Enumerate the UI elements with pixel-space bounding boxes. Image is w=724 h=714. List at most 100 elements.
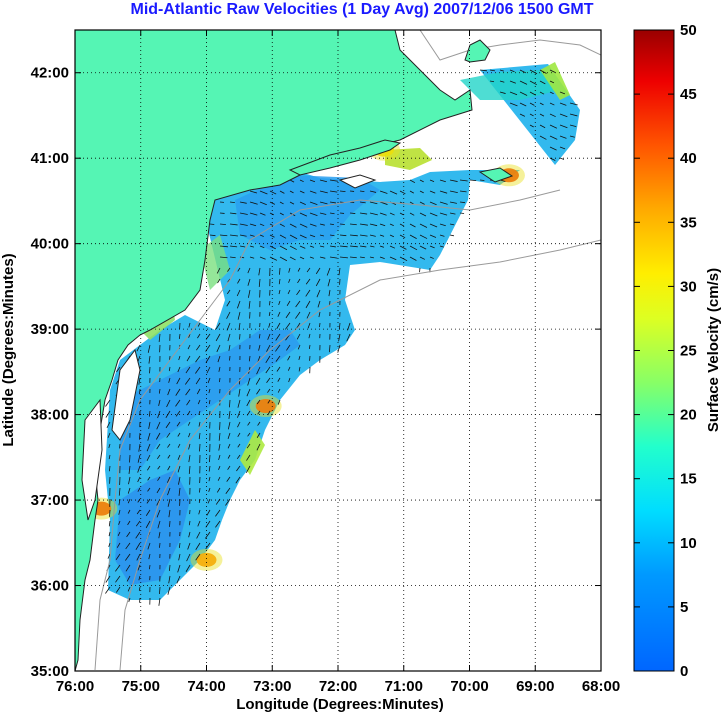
velocity-arrow (249, 256, 255, 259)
velocity-arrow (299, 190, 305, 194)
velocity-arrow (459, 190, 467, 193)
field-region-slow-south (115, 470, 190, 585)
velocity-arrow (245, 465, 251, 474)
hotspot (255, 399, 276, 414)
velocity-arrow (138, 377, 141, 385)
velocity-arrow (115, 575, 121, 583)
velocity-arrow (188, 520, 191, 526)
velocity-arrow (269, 234, 275, 238)
velocity-arrow (277, 399, 281, 405)
velocity-arrow (249, 234, 255, 237)
velocity-arrow (359, 223, 368, 226)
contour-slope (119, 239, 601, 671)
velocity-arrow (227, 267, 231, 272)
velocity-arrow (235, 476, 241, 484)
velocity-arrow (337, 344, 341, 353)
velocity-arrow (339, 223, 345, 225)
velocity-arrow (105, 399, 111, 407)
velocity-arrow (319, 322, 321, 328)
velocity-arrow (419, 212, 427, 217)
velocity-arrow (165, 421, 171, 429)
colorbar-tick-label: 10 (680, 535, 697, 552)
velocity-arrow (167, 454, 171, 459)
velocity-arrow (276, 366, 281, 372)
velocity-arrow (529, 80, 537, 86)
velocity-arrow (137, 498, 141, 503)
velocity-arrow (135, 520, 141, 527)
velocity-arrow (419, 234, 428, 239)
velocity-arrow (139, 432, 141, 440)
y-axis-label: Latitude (Degrees:Minutes) (0, 253, 17, 446)
velocity-arrow (178, 333, 181, 339)
velocity-arrow (175, 410, 181, 417)
velocity-arrow (279, 201, 284, 205)
velocity-arrow (569, 113, 578, 117)
velocity-arrow (247, 377, 251, 386)
velocity-arrow (157, 520, 161, 529)
velocity-arrow (105, 575, 111, 583)
velocity-arrow (229, 355, 231, 361)
velocity-arrow (128, 597, 131, 602)
colorbar-tick-label: 0 (680, 663, 688, 680)
velocity-arrow (108, 465, 111, 472)
velocity-arrow (215, 322, 221, 330)
velocity-arrow (187, 344, 191, 350)
velocity-arrow (389, 234, 395, 238)
velocity-arrow (108, 531, 111, 537)
velocity-arrow (187, 542, 191, 550)
velocity-arrow (267, 410, 271, 416)
velocity-arrow (195, 377, 201, 385)
velocity-arrow (247, 267, 251, 274)
velocity-arrow (349, 245, 358, 248)
velocity-arrow (227, 432, 231, 440)
velocity-arrow (429, 212, 438, 217)
velocity-arrow (389, 245, 396, 249)
velocity-arrow (259, 256, 266, 260)
field-region-slow-ny (235, 175, 380, 250)
velocity-arrow (429, 223, 438, 228)
velocity-arrow (227, 333, 231, 342)
velocity-arrow (379, 256, 385, 259)
velocity-arrow (227, 421, 231, 430)
velocity-arrow (305, 289, 311, 297)
velocity-arrow (219, 377, 221, 383)
velocity-arrow (108, 443, 111, 449)
velocity-arrow (184, 377, 191, 385)
velocity-arrow (399, 190, 406, 195)
velocity-arrow (267, 333, 271, 340)
velocity-arrow (559, 157, 565, 160)
velocity-arrow (419, 190, 424, 194)
velocity-arrow (127, 498, 131, 504)
velocity-arrow (227, 454, 231, 459)
velocity-arrow (279, 234, 287, 239)
velocity-arrow (277, 388, 281, 393)
velocity-arrow (258, 278, 261, 288)
velocity-arrow (167, 465, 171, 471)
velocity-arrow (208, 399, 211, 405)
velocity-arrow (137, 487, 141, 492)
velocity-arrow (439, 212, 448, 216)
velocity-arrow (198, 432, 201, 440)
velocity-arrow (188, 465, 191, 474)
velocity-arrow (135, 531, 141, 539)
velocity-arrow (349, 223, 357, 226)
velocity-arrow (205, 542, 211, 550)
velocity-arrow (188, 333, 191, 338)
velocity-arrow (207, 498, 211, 504)
velocity-arrow (299, 256, 305, 260)
velocity-arrow (237, 410, 241, 418)
velocity-arrow (519, 91, 528, 96)
velocity-arrow (206, 509, 211, 516)
velocity-arrow (199, 443, 201, 452)
colorbar-tick-label: 5 (680, 599, 688, 616)
velocity-arrow (208, 487, 211, 492)
velocity-arrow (197, 520, 201, 527)
velocity-arrow (429, 179, 435, 183)
velocity-arrow (349, 234, 358, 237)
velocity-arrow (219, 245, 228, 248)
velocity-arrow (168, 377, 171, 383)
velocity-arrow (419, 256, 426, 260)
velocity-arrow (197, 333, 201, 339)
velocity-arrow (229, 212, 237, 215)
